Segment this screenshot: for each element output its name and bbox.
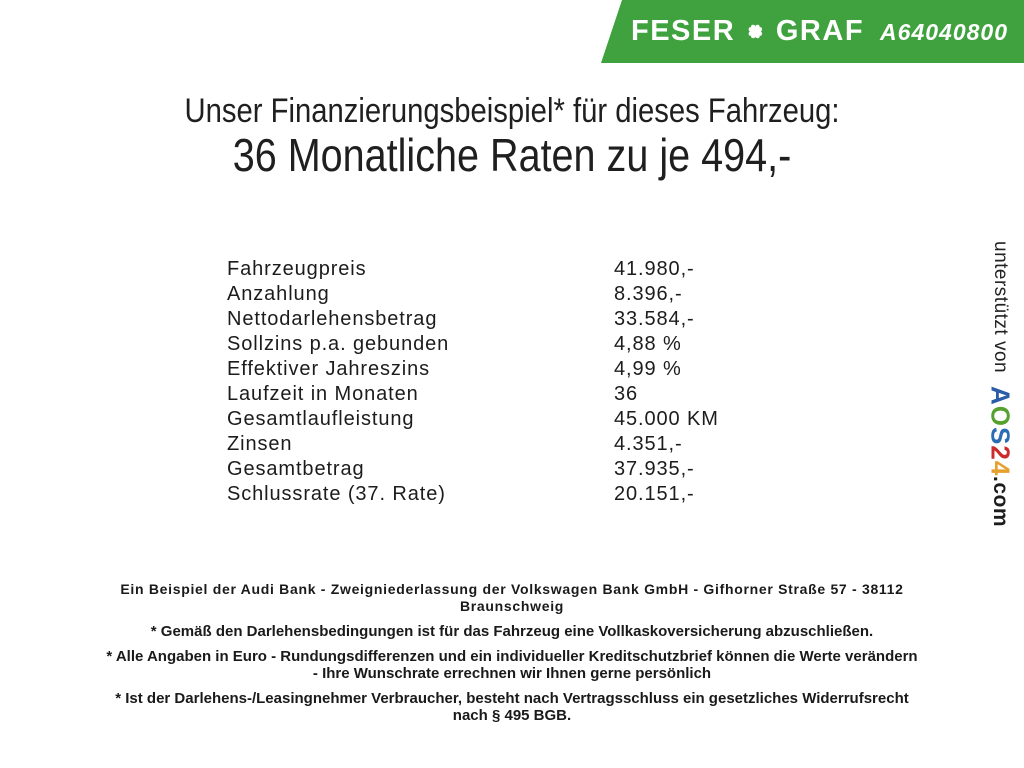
table-row: Effektiver Jahreszins 4,99 % — [227, 357, 719, 382]
aos24-domain-suffix: .com — [989, 476, 1012, 528]
row-value: 4.351,- — [614, 433, 683, 455]
disclaimer-line: * Gemäß den Darlehensbedingungen ist für… — [150, 623, 874, 640]
row-label: Anzahlung — [227, 283, 330, 305]
dealer-banner: FESER GRAF A64040800 — [601, 0, 1024, 63]
table-row: Fahrzeugpreis 41.980,- — [227, 257, 719, 282]
row-label: Fahrzeugpreis — [227, 258, 367, 280]
row-value: 8.396,- — [614, 283, 683, 305]
row-value: 45.000 KM — [614, 408, 719, 430]
row-value: 20.151,- — [614, 483, 695, 505]
aos24-logo-letter: S — [985, 427, 1016, 446]
row-value: 33.584,- — [614, 308, 695, 330]
bank-info-line: Braunschweig — [459, 598, 565, 614]
table-row: Sollzins p.a. gebunden 4,88 % — [227, 332, 719, 357]
table-row: Gesamtbetrag 37.935,- — [227, 457, 719, 482]
row-label: Nettodarlehensbetrag — [227, 308, 438, 330]
financing-table: Fahrzeugpreis 41.980,- Anzahlung 8.396,-… — [227, 257, 719, 507]
legal-footer: Ein Beispiel der Audi Bank - Zweignieder… — [0, 581, 1024, 732]
disclaimer-line: * Alle Angaben in Euro - Rundungsdiffere… — [106, 648, 918, 665]
disclaimer-line: - Ihre Wunschrate errechnen wir Ihnen ge… — [312, 665, 712, 682]
table-row: Nettodarlehensbetrag 33.584,- — [227, 307, 719, 332]
disclaimer-line: * Ist der Darlehens-/Leasingnehmer Verbr… — [115, 690, 909, 707]
table-row: Zinsen 4.351,- — [227, 432, 719, 457]
aos24-logo-letter: 2 — [985, 445, 1016, 461]
aos24-logo: AOS24 — [985, 386, 1016, 476]
row-value: 4,99 % — [614, 358, 682, 380]
aos24-logo-letter: 4 — [985, 460, 1016, 477]
aos24-logo-letter: O — [985, 405, 1016, 428]
clover-icon — [748, 24, 763, 39]
row-value: 41.980,- — [614, 258, 695, 280]
row-label: Gesamtlaufleistung — [227, 408, 415, 430]
supported-by-label: unterstützt von — [990, 241, 1011, 374]
brand-name-graf: GRAF — [775, 15, 865, 47]
headline-block: Unser Finanzierungsbeispiel* für dieses … — [0, 92, 1024, 179]
table-row: Gesamtlaufleistung 45.000 KM — [227, 407, 719, 432]
row-value: 36 — [614, 383, 639, 405]
aos24-logo-letter: A — [985, 386, 1016, 406]
insurance-disclaimer-paragraph: * Gemäß den Darlehensbedingungen ist für… — [0, 623, 1024, 640]
table-row: Anzahlung 8.396,- — [227, 282, 719, 307]
bank-info-line: Ein Beispiel der Audi Bank - Zweignieder… — [120, 581, 904, 597]
row-label: Effektiver Jahreszins — [227, 358, 431, 380]
bank-info-paragraph: Ein Beispiel der Audi Bank - Zweignieder… — [0, 581, 1024, 615]
monthly-rate-title: 36 Monatliche Raten zu je 494,- — [232, 129, 792, 181]
table-row: Schlussrate (37. Rate) 20.151,- — [227, 482, 719, 507]
table-row: Laufzeit in Monaten 36 — [227, 382, 719, 407]
row-label: Laufzeit in Monaten — [227, 383, 419, 405]
row-value: 37.935,- — [614, 458, 695, 480]
withdrawal-right-paragraph: * Ist der Darlehens-/Leasingnehmer Verbr… — [0, 690, 1024, 724]
row-label: Schlussrate (37. Rate) — [227, 483, 446, 505]
row-label: Sollzins p.a. gebunden — [227, 333, 450, 355]
row-value: 4,88 % — [614, 333, 682, 355]
financing-example-title: Unser Finanzierungsbeispiel* für dieses … — [184, 92, 840, 130]
brand-name-feser: FESER — [631, 15, 736, 47]
vehicle-code: A64040800 — [880, 19, 1008, 45]
euro-values-disclaimer-paragraph: * Alle Angaben in Euro - Rundungsdiffere… — [0, 648, 1024, 682]
row-label: Zinsen — [227, 433, 293, 455]
supported-by-strip: unterstützt von AOS24 .com — [980, 241, 1020, 551]
disclaimer-line: nach § 495 BGB. — [452, 707, 572, 724]
row-label: Gesamtbetrag — [227, 458, 365, 480]
